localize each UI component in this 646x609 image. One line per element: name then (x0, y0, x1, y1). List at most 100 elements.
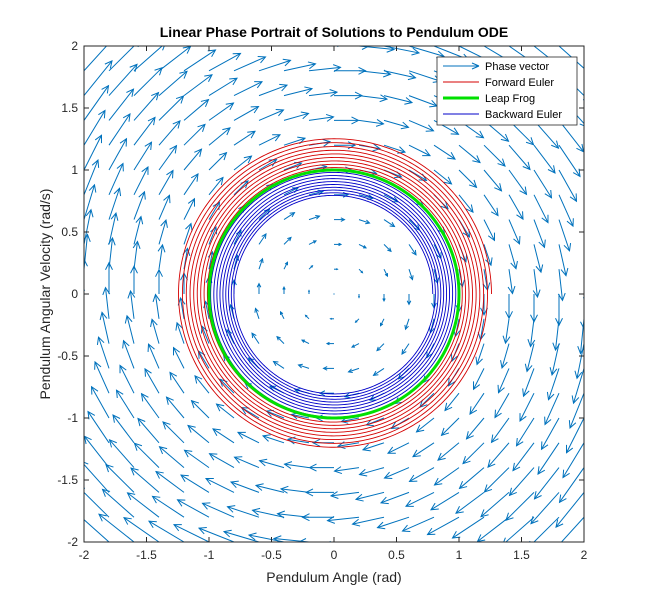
phase-vector-head (204, 74, 213, 82)
phase-vector-head (522, 388, 530, 398)
phase-vector-arrow (508, 144, 531, 171)
phase-vector-arrow (401, 516, 435, 532)
phase-vector-head (426, 527, 436, 536)
phase-vector-arrow (568, 393, 584, 429)
phase-vector-head (180, 474, 189, 482)
phase-vector-head (304, 488, 314, 497)
phase-vector-head (375, 119, 385, 127)
phase-vector-shaft (483, 244, 492, 266)
phase-vector-shaft (384, 467, 410, 479)
phase-vector-head (215, 176, 224, 186)
phase-vector-shaft (533, 516, 560, 542)
phase-vector-arrow (124, 314, 135, 344)
phase-vector-shaft (434, 467, 460, 486)
phase-vector-shaft (227, 506, 260, 518)
phase-vector-shaft (402, 516, 435, 532)
phase-vector-head (485, 257, 493, 267)
phase-vector-head (440, 201, 449, 210)
phase-vector-shaft (558, 219, 570, 252)
phase-vector-shaft (473, 368, 485, 390)
phase-vector-shaft (87, 411, 110, 444)
phase-vector-head (433, 477, 443, 486)
phase-vector-head (105, 463, 114, 473)
phase-vector-head (141, 166, 149, 175)
y-tick-label: 0.5 (61, 225, 78, 239)
phase-vector-head (307, 289, 311, 292)
phase-vector-arrow (502, 318, 511, 345)
phase-vector-shaft (158, 244, 163, 270)
phase-vector-arrow (522, 368, 535, 398)
phase-vector-shaft (208, 127, 231, 146)
phase-vector-arrow (308, 113, 335, 122)
phase-vector-arrow (361, 442, 385, 452)
phase-vector-shaft (383, 244, 392, 252)
phase-vector-head (472, 381, 481, 391)
phase-vector-arrow (408, 244, 417, 256)
phase-vector-shaft (109, 439, 135, 468)
phase-vector-head (422, 149, 432, 157)
phase-vector-arrow (558, 194, 574, 228)
phase-vector-arrow (408, 269, 414, 281)
phase-vector-arrow (84, 183, 97, 220)
phase-vector-arrow (490, 417, 510, 444)
phase-vector-head (555, 318, 563, 327)
phase-vector-head (538, 239, 546, 249)
phase-vector-arrow (451, 516, 485, 539)
phase-vector-shaft (84, 85, 109, 121)
phase-vector-head (276, 510, 286, 519)
phase-vector-shaft (208, 226, 217, 245)
axis-ticks: -2 -1.5 -1 -0.5 0 0.5 1 1.5 2 -2 -1.5 -1 -0.5 0 0.5 1 1.… (57, 39, 587, 562)
phase-vector-arrow (258, 134, 282, 146)
phase-vector-shaft (233, 106, 259, 121)
phase-vector-arrow (469, 392, 485, 415)
phase-vector-head (304, 314, 308, 318)
phase-vector-arrow (483, 244, 493, 267)
phase-vector-head (522, 161, 531, 171)
phase-vector-arrow (508, 194, 524, 221)
phase-vector-arrow (208, 176, 224, 196)
phase-vector-head (155, 470, 164, 479)
phase-vector-arrow (577, 318, 584, 355)
phase-vector-shaft (283, 212, 295, 221)
phase-vector-shaft (412, 442, 435, 458)
phase-vector-arrow (127, 289, 136, 319)
y-tick-label: -1.5 (57, 473, 78, 487)
phase-vector-arrow (105, 463, 135, 493)
phase-vector-arrow (283, 236, 292, 245)
phase-vector-arrow (183, 173, 199, 196)
phase-vector-shaft (101, 312, 110, 344)
phase-vector-head (155, 268, 163, 277)
phase-vector-head (282, 285, 286, 290)
phase-vector-shaft (359, 467, 385, 476)
phase-vector-shaft (233, 230, 242, 245)
phase-vector-arrow (208, 151, 228, 171)
phase-vector-shaft (108, 138, 127, 171)
phase-vector-head (187, 424, 196, 433)
series-forward-euler (178, 138, 492, 448)
phase-vector-head (465, 204, 474, 214)
phase-vector-shaft (91, 386, 110, 419)
phase-vector-shaft (283, 162, 302, 171)
phase-vector-shaft (560, 516, 584, 542)
phase-vector-shaft (408, 119, 434, 132)
phase-vector-arrow (133, 91, 160, 121)
phase-vector-arrow (108, 46, 139, 72)
phase-vector-shaft (358, 46, 395, 50)
phase-vector-head (354, 320, 358, 324)
phase-vector-head (251, 507, 261, 516)
phase-vector-shaft (444, 392, 460, 411)
phase-vector-head (333, 466, 343, 475)
phase-vector-arrow (483, 144, 506, 167)
phase-vector-shaft (358, 95, 388, 100)
phase-vector-shaft (108, 163, 124, 196)
phase-vector-arrow (183, 98, 210, 121)
phase-vector-arrow (254, 483, 285, 493)
phase-vector-arrow (444, 392, 460, 412)
phase-vector-head (162, 46, 165, 51)
phase-vector-head (351, 116, 360, 125)
phase-vector-shaft (233, 155, 252, 171)
phase-vector-head (379, 496, 389, 505)
phase-vector-head (160, 219, 168, 228)
phase-vector-head (368, 394, 377, 401)
phase-vector-head (357, 296, 361, 299)
